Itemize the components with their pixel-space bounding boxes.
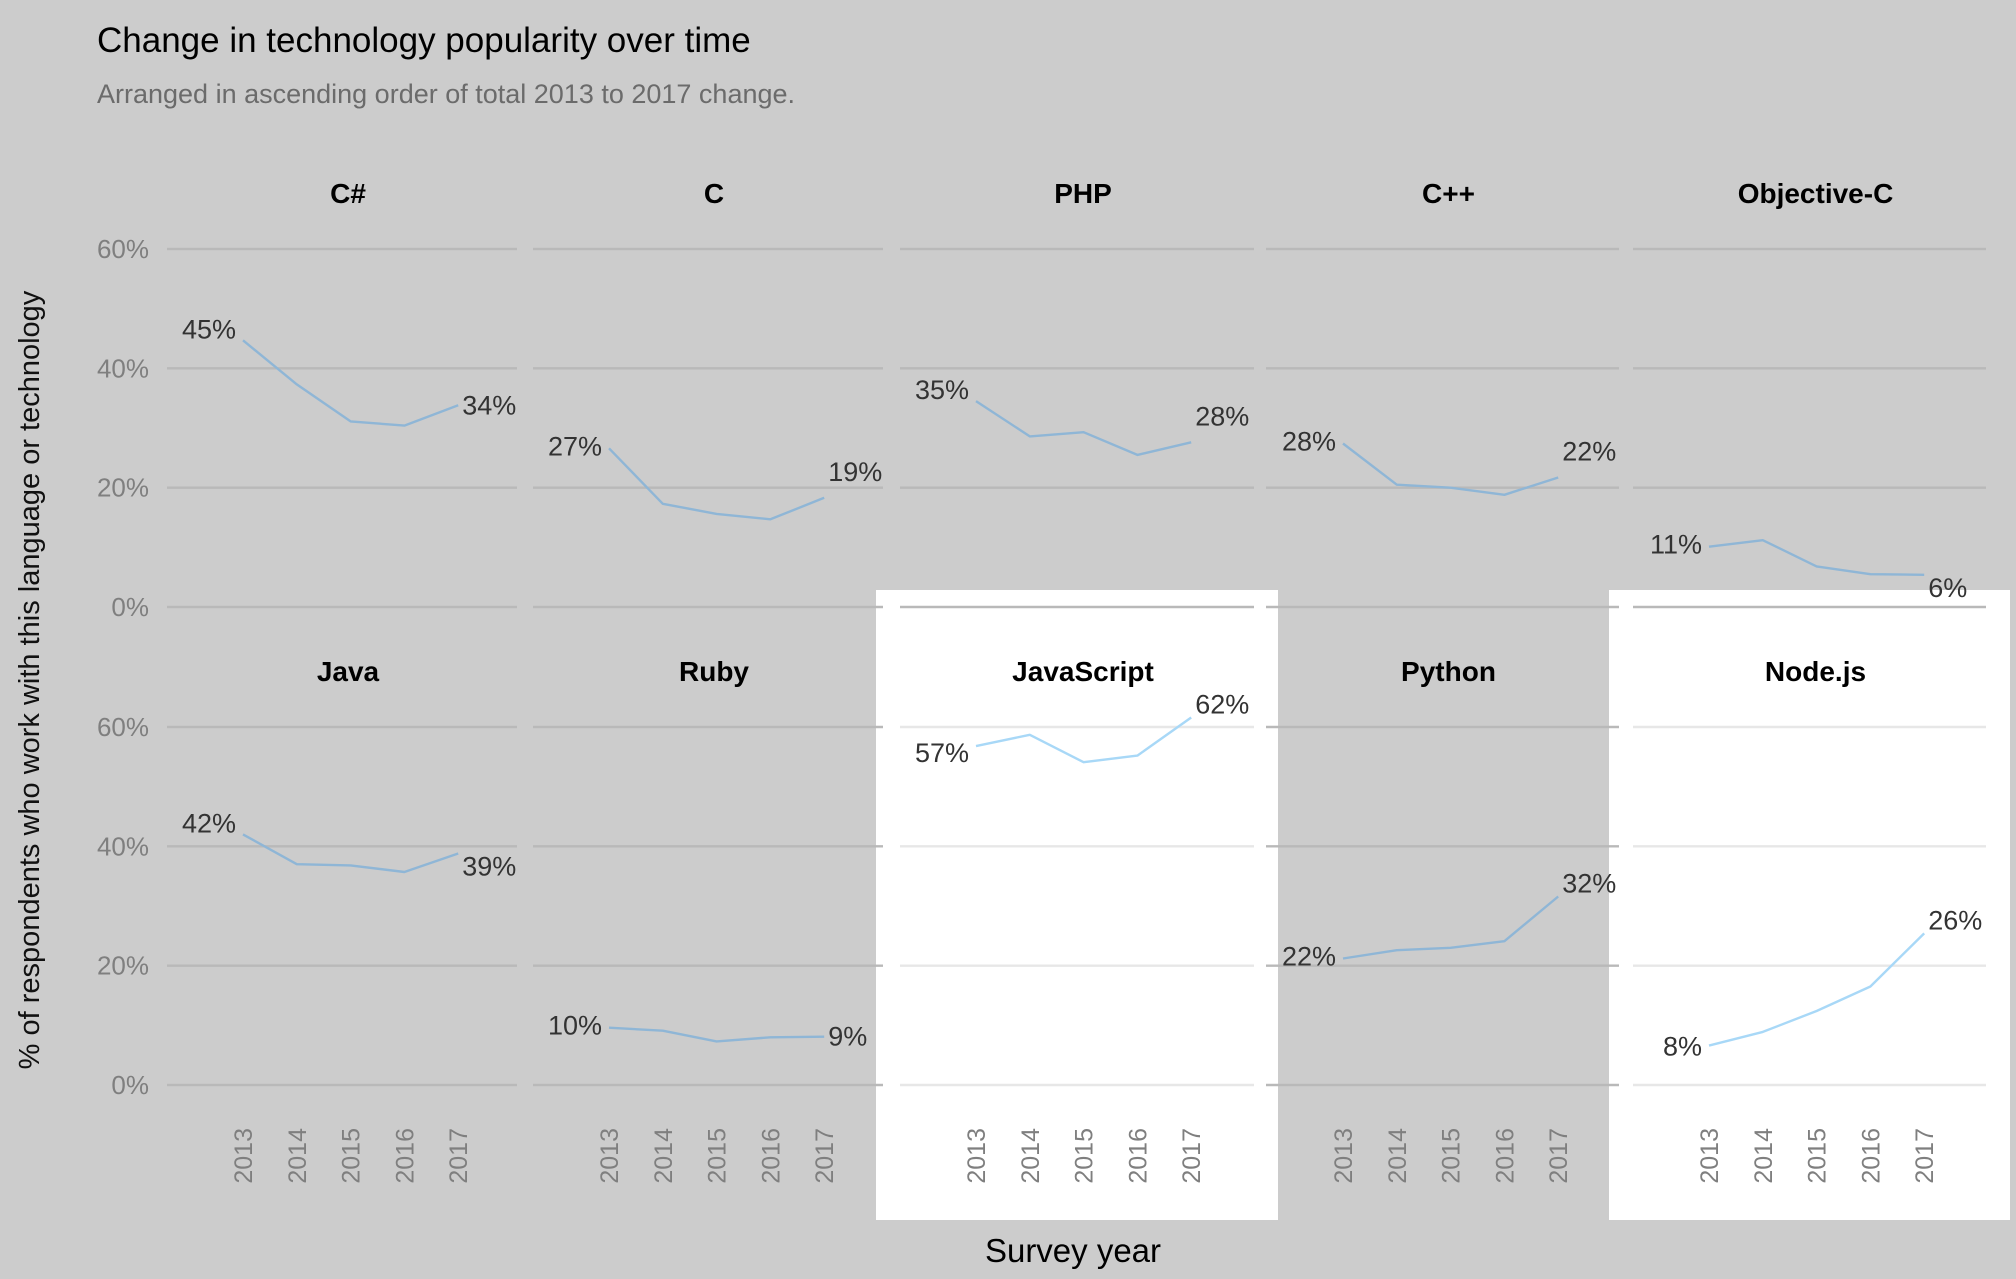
x-tick-label: 2013: [1696, 1128, 1724, 1184]
x-tick-label: 2016: [1857, 1128, 1885, 1184]
panel-title: PHP: [1054, 178, 1112, 209]
panel-title: Ruby: [679, 656, 749, 687]
x-tick-label: 2016: [757, 1128, 785, 1184]
panel-java: Java 0% 20% 40% 60% 2013 2014 2015 2016 2017 42% 39…: [97, 656, 517, 1184]
y-tick-label: 0%: [111, 1070, 149, 1100]
panel-title: Java: [317, 656, 380, 687]
start-value-label: 22%: [1282, 942, 1336, 972]
start-value-label: 27%: [548, 431, 602, 461]
x-tick-label: 2016: [1124, 1128, 1152, 1184]
y-tick-label: 40%: [97, 353, 149, 383]
panel-title: Python: [1401, 656, 1496, 687]
x-tick-label: 2013: [1330, 1128, 1358, 1184]
x-tick-label: 2013: [963, 1128, 991, 1184]
panel-title: JavaScript: [1012, 656, 1154, 687]
x-tick-label: 2014: [1750, 1128, 1778, 1184]
chart-subtitle: Arranged in ascending order of total 201…: [97, 79, 795, 109]
start-value-label: 11%: [1650, 530, 1702, 560]
start-value-label: 28%: [1282, 427, 1336, 457]
end-value-label: 39%: [462, 851, 516, 881]
x-tick-label: 2015: [1804, 1128, 1832, 1184]
end-value-label: 28%: [1195, 401, 1249, 431]
series-line: [975, 716, 1192, 764]
x-tick-label: 2014: [284, 1128, 312, 1184]
series-line: [1708, 932, 1926, 1047]
y-tick-label: 60%: [97, 234, 149, 264]
start-value-label: 35%: [915, 375, 969, 405]
series-line: [242, 339, 459, 427]
panel-title: Node.js: [1765, 656, 1866, 687]
x-tick-label: 2013: [230, 1128, 258, 1184]
panel-python: Python 2013 2014 2015 2016 2017 22% 32%: [1266, 656, 1619, 1184]
panel-c: C 27% 19%: [533, 178, 883, 609]
y-axis-label: % of respondents who work with this lang…: [14, 290, 46, 1069]
end-value-label: 62%: [1195, 689, 1249, 719]
x-tick-label: 2015: [338, 1128, 366, 1184]
start-value-label: 42%: [182, 808, 236, 838]
x-tick-label: 2016: [1491, 1128, 1519, 1184]
end-value-label: 26%: [1928, 905, 1982, 935]
panel-ruby: Ruby 2013 2014 2015 2016 2017 10% 9%: [533, 656, 883, 1184]
x-tick-label: 2014: [1017, 1128, 1045, 1184]
x-tick-label: 2017: [445, 1128, 473, 1184]
end-value-label: 32%: [1562, 868, 1616, 898]
panel-javascript: JavaScript 2013 2014 2015 2016 2017 57% 62%: [900, 656, 1254, 1184]
x-tick-label: 2017: [1911, 1128, 1939, 1184]
x-tick-label: 2015: [704, 1128, 732, 1184]
x-tick-label: 2014: [1384, 1128, 1412, 1184]
panel-objective-c: Objective-C 11% 6%: [1633, 178, 1986, 609]
x-tick-label: 2017: [811, 1128, 839, 1184]
end-value-label: 19%: [828, 457, 882, 487]
panel-node-js: Node.js 2013 2014 2015 2016 2017 8% 26%: [1633, 656, 1986, 1184]
series-line: [242, 833, 459, 874]
series-line: [1342, 442, 1559, 496]
y-tick-label: 20%: [97, 951, 149, 981]
end-value-label: 22%: [1562, 437, 1616, 467]
start-value-label: 10%: [548, 1011, 602, 1041]
highlight-panel-bg: [876, 590, 1278, 1220]
series-line: [1342, 895, 1559, 960]
end-value-label: 9%: [828, 1022, 867, 1052]
x-tick-label: 2016: [391, 1128, 419, 1184]
series-line: [1708, 539, 1925, 576]
start-value-label: 8%: [1663, 1032, 1702, 1062]
panel-csharp: C# 0% 20% 40% 60% 45% 34%: [97, 178, 517, 622]
panel-title: C++: [1422, 178, 1475, 209]
series-line: [608, 447, 825, 521]
end-value-label: 34%: [462, 390, 516, 420]
start-value-label: 45%: [182, 314, 236, 344]
chart-title: Change in technology popularity over tim…: [97, 21, 751, 60]
panel-title: Objective-C: [1738, 178, 1894, 209]
start-value-label: 57%: [915, 738, 969, 768]
y-tick-label: 40%: [97, 831, 149, 861]
x-tick-label: 2014: [650, 1128, 678, 1184]
y-tick-label: 20%: [97, 473, 149, 503]
panel-php: PHP 35% 28%: [900, 178, 1254, 609]
end-value-label: 6%: [1928, 573, 1967, 603]
x-tick-label: 2015: [1438, 1128, 1466, 1184]
x-tick-label: 2015: [1071, 1128, 1099, 1184]
x-tick-label: 2013: [596, 1128, 624, 1184]
series-line: [608, 1026, 825, 1043]
y-tick-label: 0%: [111, 592, 149, 622]
panel-cpp: C++ 28% 22%: [1266, 178, 1619, 609]
x-axis-label: Survey year: [985, 1232, 1161, 1269]
panel-title: C#: [330, 178, 366, 209]
highlight-panel-bg: [1609, 590, 2010, 1220]
x-tick-label: 2017: [1178, 1128, 1206, 1184]
y-tick-label: 60%: [97, 712, 149, 742]
panel-title: C: [704, 178, 724, 209]
x-tick-label: 2017: [1545, 1128, 1573, 1184]
series-line: [975, 400, 1192, 457]
